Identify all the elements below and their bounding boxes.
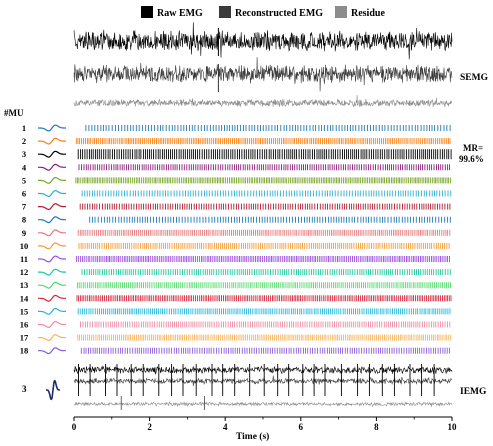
mu-number-label: 9 (22, 228, 26, 238)
legend: Raw EMG Reconstructed EMG Residue (141, 6, 385, 19)
match-rate-label: MR= (463, 143, 483, 153)
iemg-raw-trace (73, 365, 453, 375)
mu-number-label: 15 (20, 306, 29, 316)
mu-number-label: 2 (22, 136, 26, 146)
mu-number-label: 6 (22, 189, 26, 199)
match-rate-value: 99.6% (459, 154, 484, 164)
mu-row-17: 17 (20, 333, 452, 343)
mu-number-label: 7 (22, 202, 27, 212)
x-tick-label: 0 (72, 422, 77, 432)
legend-label-reconstructed-emg: Reconstructed EMG (235, 8, 323, 19)
mu-waveform (38, 229, 66, 237)
mu-row-1: 1 (22, 123, 451, 133)
mu-waveform (38, 176, 66, 184)
mu-row-9: 9 (22, 228, 451, 238)
mu-number-label: 5 (22, 175, 26, 185)
mu-row-8: 8 (22, 215, 451, 225)
mu-waveform (38, 307, 66, 315)
mu-row-18: 18 (20, 346, 450, 356)
mu-waveform (38, 255, 66, 263)
legend-label-raw-emg: Raw EMG (157, 8, 203, 19)
mu-number-label: 3 (22, 149, 26, 159)
mu-waveform (38, 124, 66, 132)
mu-number-label: 14 (20, 293, 29, 303)
iemg-label: IEMG (460, 387, 487, 397)
iemg-traces (46, 364, 453, 410)
x-tick-label: 4 (223, 422, 228, 432)
mu-number-label: 1 (22, 123, 26, 133)
mu-waveform (38, 320, 66, 329)
mu-row-4: 4 (22, 162, 450, 172)
mu-row-14: 14 (20, 293, 452, 303)
mu-waveform (38, 294, 66, 302)
mu-number-label: 16 (20, 320, 29, 330)
iemg-mu-label: 3 (22, 384, 27, 394)
mu-number-label: 17 (20, 333, 29, 343)
x-tick-label: 10 (448, 422, 458, 432)
legend-swatch-raw-emg (141, 6, 153, 18)
mu-waveform (38, 163, 66, 171)
mu-waveform (38, 268, 66, 276)
mu-waveform (38, 281, 66, 289)
mu-number-label: 11 (20, 254, 28, 264)
mu-row-2: 2 (22, 136, 451, 146)
x-tick-label: 2 (147, 422, 152, 432)
mu-row-11: 11 (20, 254, 450, 264)
mu-number-label: 18 (20, 346, 29, 356)
mu-number-label: 12 (20, 267, 29, 277)
mu-waveform (38, 347, 66, 355)
mu-header: #MU (4, 108, 24, 118)
residue-trace (73, 94, 453, 108)
x-tick-label: 8 (374, 422, 379, 432)
mu-row-12: 12 (20, 267, 451, 277)
iemg-mu-waveform (46, 379, 60, 401)
reconstructed-emg-trace (73, 57, 453, 92)
mu-waveform (38, 189, 66, 198)
mu-row-7: 7 (22, 202, 451, 212)
mu-row-10: 10 (20, 241, 450, 251)
mu-row-3: 3 (22, 149, 452, 160)
mu-row-13: 13 (20, 280, 451, 290)
mu-waveform (38, 150, 66, 158)
x-axis: 0 2 4 6 8 10 (72, 416, 458, 432)
mu-waveform (38, 203, 66, 211)
mu-number-label: 10 (20, 241, 29, 251)
mu-row-6: 6 (22, 189, 452, 199)
mu-number-label: 8 (22, 215, 26, 225)
mu-row-16: 16 (20, 320, 451, 330)
legend-swatch-reconstructed-emg (219, 6, 231, 18)
iemg-residue-trace (73, 401, 453, 408)
mu-number-label: 4 (22, 162, 27, 172)
semg-traces (73, 22, 453, 108)
mu-waveform (38, 216, 66, 224)
mu-waveform (38, 334, 66, 342)
legend-label-residue: Residue (351, 8, 385, 19)
x-axis-label: Time (s) (236, 431, 269, 442)
mu-number-label: 13 (20, 280, 29, 290)
legend-swatch-residue (335, 6, 347, 18)
mu-waveform (38, 242, 66, 250)
semg-label: SEMG (460, 73, 489, 83)
iemg-reconstructed-trace (73, 375, 453, 387)
raw-emg-trace (73, 22, 453, 60)
mu-row-15: 15 (20, 306, 451, 316)
x-tick-label: 6 (299, 422, 304, 432)
mu-row-5: 5 (22, 175, 451, 185)
mu-waveform (38, 137, 66, 145)
